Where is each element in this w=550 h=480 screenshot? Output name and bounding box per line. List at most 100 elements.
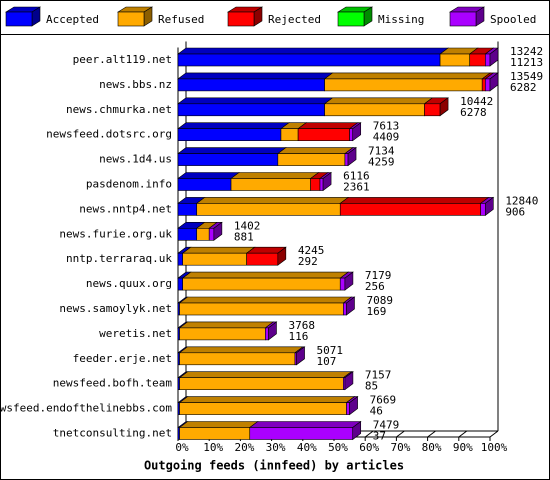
x-axis-title: Outgoing feeds (innfeed) by articles xyxy=(144,459,404,473)
bar-top xyxy=(177,172,240,179)
legend-label: Accepted xyxy=(46,13,99,26)
total-label: 3768 xyxy=(288,319,315,332)
x-tick-label: 80% xyxy=(422,441,442,454)
bar xyxy=(177,103,325,117)
total-label: 7179 xyxy=(365,269,392,282)
bar xyxy=(277,153,346,166)
x-tick xyxy=(489,430,499,438)
y-tick-label: tnetconsulting.net xyxy=(53,427,172,440)
bar-side xyxy=(489,72,499,92)
bar xyxy=(177,277,183,291)
bar xyxy=(179,302,344,316)
bar xyxy=(297,128,350,141)
bar xyxy=(179,352,296,366)
bar-top xyxy=(339,197,490,204)
bar xyxy=(196,228,210,241)
bar-side xyxy=(296,346,305,366)
total-label: 12840 xyxy=(505,194,538,207)
bar xyxy=(249,427,354,440)
bar-side xyxy=(268,321,277,341)
x-tick xyxy=(458,430,468,438)
bar-top xyxy=(177,147,287,154)
x-tick-label: 30% xyxy=(266,441,286,454)
accepted-label: 46 xyxy=(370,405,383,418)
bar xyxy=(319,178,324,191)
bar xyxy=(480,203,486,216)
bar xyxy=(339,277,346,291)
bar xyxy=(469,53,486,67)
bar xyxy=(177,203,198,216)
accepted-label: 37 xyxy=(373,430,386,443)
accepted-label: 2361 xyxy=(343,181,370,194)
x-tick xyxy=(427,430,436,438)
bar xyxy=(324,78,483,92)
bar-top xyxy=(177,47,449,55)
bar-top xyxy=(178,396,356,403)
bar-top xyxy=(177,122,290,129)
bar xyxy=(346,402,350,415)
bar xyxy=(485,78,491,92)
accepted-label: 4259 xyxy=(368,156,395,169)
bar xyxy=(182,252,247,266)
total-label: 6116 xyxy=(343,170,370,183)
bar xyxy=(485,53,491,67)
bar xyxy=(339,203,481,216)
bar xyxy=(177,252,183,266)
y-tick-label: news.furie.org.uk xyxy=(59,227,172,240)
bar xyxy=(439,53,471,67)
bar-top xyxy=(323,72,492,80)
legend-label: Spooled xyxy=(490,13,536,26)
bar xyxy=(208,228,215,241)
bar xyxy=(310,178,321,191)
y-tick-label: news.samoylyk.net xyxy=(59,302,172,315)
x-tick-label: 0% xyxy=(175,441,189,454)
legend-label: Refused xyxy=(158,13,204,26)
bar xyxy=(196,203,341,216)
x-tick-label: 50% xyxy=(328,441,348,454)
total-label: 10442 xyxy=(460,95,493,108)
total-label: 1402 xyxy=(234,219,261,232)
bar-top xyxy=(181,246,256,254)
total-label: 4245 xyxy=(298,244,325,257)
legend-swatch xyxy=(449,11,477,27)
bar-side xyxy=(485,196,494,216)
accepted-label: 116 xyxy=(288,330,308,343)
bar-top xyxy=(177,97,334,105)
bar-side xyxy=(213,221,223,241)
bar xyxy=(179,327,266,341)
bar xyxy=(182,277,341,291)
accepted-label: 107 xyxy=(317,355,337,368)
bar xyxy=(324,103,425,117)
y-tick-label: news.1d4.us xyxy=(99,153,172,166)
bar-side xyxy=(439,97,449,117)
bar-top xyxy=(178,321,275,329)
bar xyxy=(179,427,251,440)
bar xyxy=(179,377,344,391)
y-tick-label: feeder.erje.net xyxy=(73,352,172,365)
accepted-label: 292 xyxy=(298,255,318,268)
bar xyxy=(246,252,279,266)
accepted-label: 4409 xyxy=(373,131,400,144)
legend-swatch xyxy=(5,11,33,27)
total-label: 7134 xyxy=(368,145,395,158)
bar xyxy=(230,178,311,191)
bar-side xyxy=(346,296,355,316)
bar-top xyxy=(230,172,320,179)
bar-top xyxy=(323,97,434,105)
accepted-label: 85 xyxy=(365,380,378,393)
accepted-label: 169 xyxy=(366,305,386,318)
bar-top xyxy=(297,122,359,129)
bar-top xyxy=(195,197,350,204)
x-tick-label: 60% xyxy=(359,441,379,454)
bar-side xyxy=(322,171,332,192)
bar xyxy=(344,153,349,166)
bar-side xyxy=(344,371,354,391)
bar-top xyxy=(178,371,353,379)
accepted-label: 6278 xyxy=(460,106,487,119)
bar-top xyxy=(276,147,354,154)
bar xyxy=(424,103,441,117)
bar xyxy=(349,128,354,141)
y-tick-label: nntp.terraraq.uk xyxy=(66,252,172,265)
bar xyxy=(481,78,486,92)
accepted-label: 881 xyxy=(234,230,254,243)
